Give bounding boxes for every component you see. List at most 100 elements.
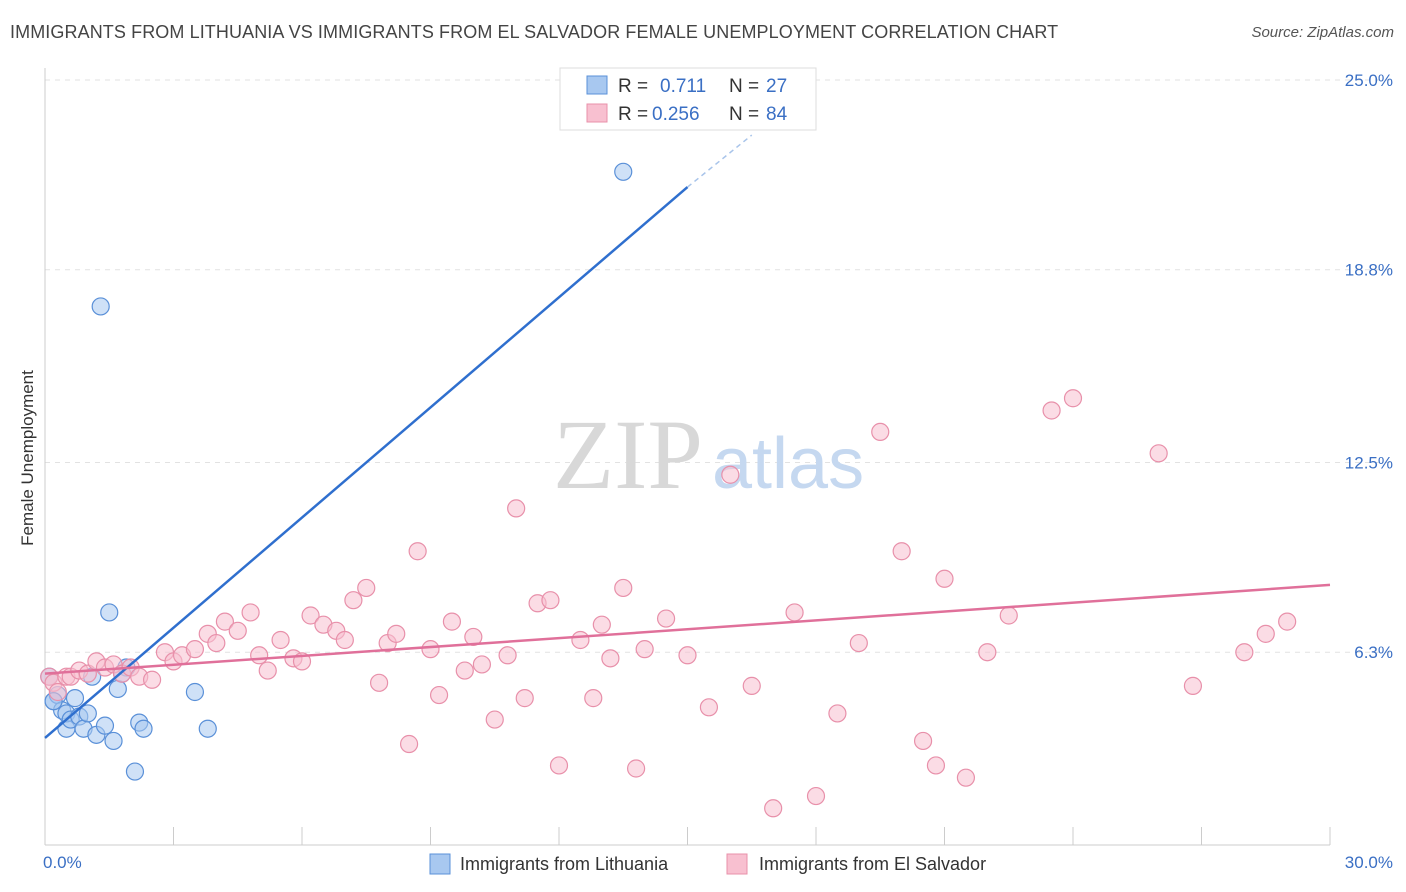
- lithuania-point: [134, 719, 153, 738]
- legend: R = 0.711 N = 27 R = 0.256 N = 84: [559, 67, 817, 131]
- bottom-legend: Immigrants from Lithuania Immigrants fro…: [429, 853, 986, 875]
- axes: [44, 68, 1331, 846]
- el-salvador-point: [699, 698, 719, 717]
- el-salvador-point: [614, 578, 633, 598]
- legend-n-label: N =: [729, 76, 759, 97]
- lithuania-point: [125, 762, 145, 781]
- el-salvador-point: [571, 630, 590, 650]
- el-salvador-trend-line: [44, 583, 1331, 675]
- watermark-atlas: atlas: [712, 424, 864, 504]
- x-tick-labels: 0.0% 30.0%: [43, 853, 1393, 872]
- legend-r-label: R =: [618, 76, 648, 97]
- el-salvador-point: [1063, 389, 1083, 408]
- el-salvador-point: [228, 621, 247, 640]
- el-salvador-point: [464, 627, 483, 647]
- bottom-legend-swatch-el-salvador: [726, 853, 748, 875]
- el-salvador-point: [592, 615, 611, 634]
- el-salvador-point: [849, 633, 868, 653]
- el-salvador-point: [399, 734, 419, 754]
- el-salvador-point: [408, 542, 427, 561]
- legend-swatch-el-salvador: [586, 103, 608, 123]
- y-tick-labels: 6.3% 12.5% 18.8% 25.0%: [1345, 71, 1393, 662]
- watermark: ZIP atlas: [553, 399, 864, 510]
- el-salvador-point: [142, 670, 162, 689]
- el-salvador-point: [956, 768, 976, 787]
- legend-n-value-el-salvador: 84: [766, 104, 788, 125]
- legend-n-value-lithuania: 27: [766, 76, 787, 97]
- bottom-legend-label-el-salvador: Immigrants from El Salvador: [759, 854, 986, 874]
- el-salvador-point: [515, 689, 534, 708]
- legend-r-value-lithuania: 0.711: [660, 76, 706, 97]
- el-salvador-point: [301, 606, 320, 625]
- el-salvador-point: [498, 646, 517, 665]
- el-salvador-point: [806, 786, 826, 806]
- el-salvador-point: [442, 612, 462, 631]
- y-tick-label: 18.8%: [1345, 261, 1393, 280]
- lithuania-point: [198, 719, 217, 738]
- lithuania-point: [104, 731, 123, 751]
- el-salvador-point: [828, 704, 847, 723]
- lithuania-trend-line: [44, 186, 689, 739]
- lithuania-point: [95, 716, 115, 735]
- el-salvador-point: [892, 542, 911, 561]
- el-salvador-point: [1042, 401, 1061, 420]
- el-salvador-point: [48, 682, 67, 702]
- el-salvador-point: [429, 685, 449, 705]
- x-tick-label-min: 0.0%: [43, 853, 82, 872]
- lithuania-point: [78, 704, 97, 723]
- el-salvador-point: [207, 633, 226, 653]
- el-salvador-point: [335, 630, 354, 650]
- x-tick-label-max: 30.0%: [1345, 853, 1393, 872]
- el-salvador-point: [485, 710, 504, 729]
- lithuania-point: [65, 689, 85, 708]
- el-salvador-point: [357, 578, 376, 598]
- chart-title: IMMIGRANTS FROM LITHUANIA VS IMMIGRANTS …: [10, 22, 1059, 42]
- y-tick-label: 25.0%: [1345, 71, 1393, 90]
- el-salvador-point: [978, 643, 997, 662]
- el-salvador-point: [370, 673, 389, 692]
- el-salvador-point: [387, 624, 406, 643]
- legend-n-label: N =: [729, 104, 759, 125]
- el-salvador-point: [785, 603, 804, 622]
- el-salvador-point: [721, 465, 740, 484]
- el-salvador-point: [1256, 624, 1275, 643]
- el-salvador-point: [935, 569, 954, 588]
- el-salvador-point: [626, 759, 646, 778]
- watermark-zip: ZIP: [553, 399, 703, 510]
- el-salvador-point: [742, 676, 761, 695]
- el-salvador-point: [250, 646, 269, 665]
- el-salvador-point: [258, 661, 277, 680]
- el-salvador-point: [215, 612, 234, 631]
- el-salvador-point: [344, 591, 363, 610]
- bottom-legend-label-lithuania: Immigrants from Lithuania: [460, 854, 669, 874]
- lithuania-point: [91, 297, 110, 316]
- legend-r-label: R =: [618, 104, 648, 125]
- el-salvador-point: [241, 603, 260, 622]
- lithuania-point: [185, 682, 205, 702]
- el-salvador-point: [678, 646, 697, 665]
- el-salvador-point: [635, 640, 654, 659]
- el-salvador-point: [999, 606, 1018, 625]
- el-salvador-point: [871, 422, 890, 441]
- y-tick-label: 12.5%: [1345, 454, 1393, 473]
- y-tick-label: 6.3%: [1354, 643, 1393, 662]
- el-salvador-point: [1183, 676, 1203, 695]
- el-salvador-point: [271, 630, 290, 650]
- el-salvador-point: [507, 499, 526, 518]
- el-salvador-point: [1149, 444, 1168, 463]
- lithuania-point: [100, 603, 119, 622]
- el-salvador-point: [185, 640, 205, 659]
- el-salvador-point: [541, 591, 560, 610]
- chart-source: Source: ZipAtlas.com: [1251, 24, 1394, 41]
- el-salvador-point: [913, 731, 933, 751]
- grid-lines: [45, 79, 1393, 653]
- lithuania-trend-extension: [687, 134, 753, 188]
- scatter-points: [40, 162, 1297, 818]
- el-salvador-point: [472, 655, 491, 674]
- trend-lines: [44, 134, 1331, 739]
- lithuania-point: [614, 162, 633, 181]
- el-salvador-point: [584, 689, 603, 708]
- el-salvador-point: [549, 756, 569, 775]
- el-salvador-point: [421, 640, 440, 659]
